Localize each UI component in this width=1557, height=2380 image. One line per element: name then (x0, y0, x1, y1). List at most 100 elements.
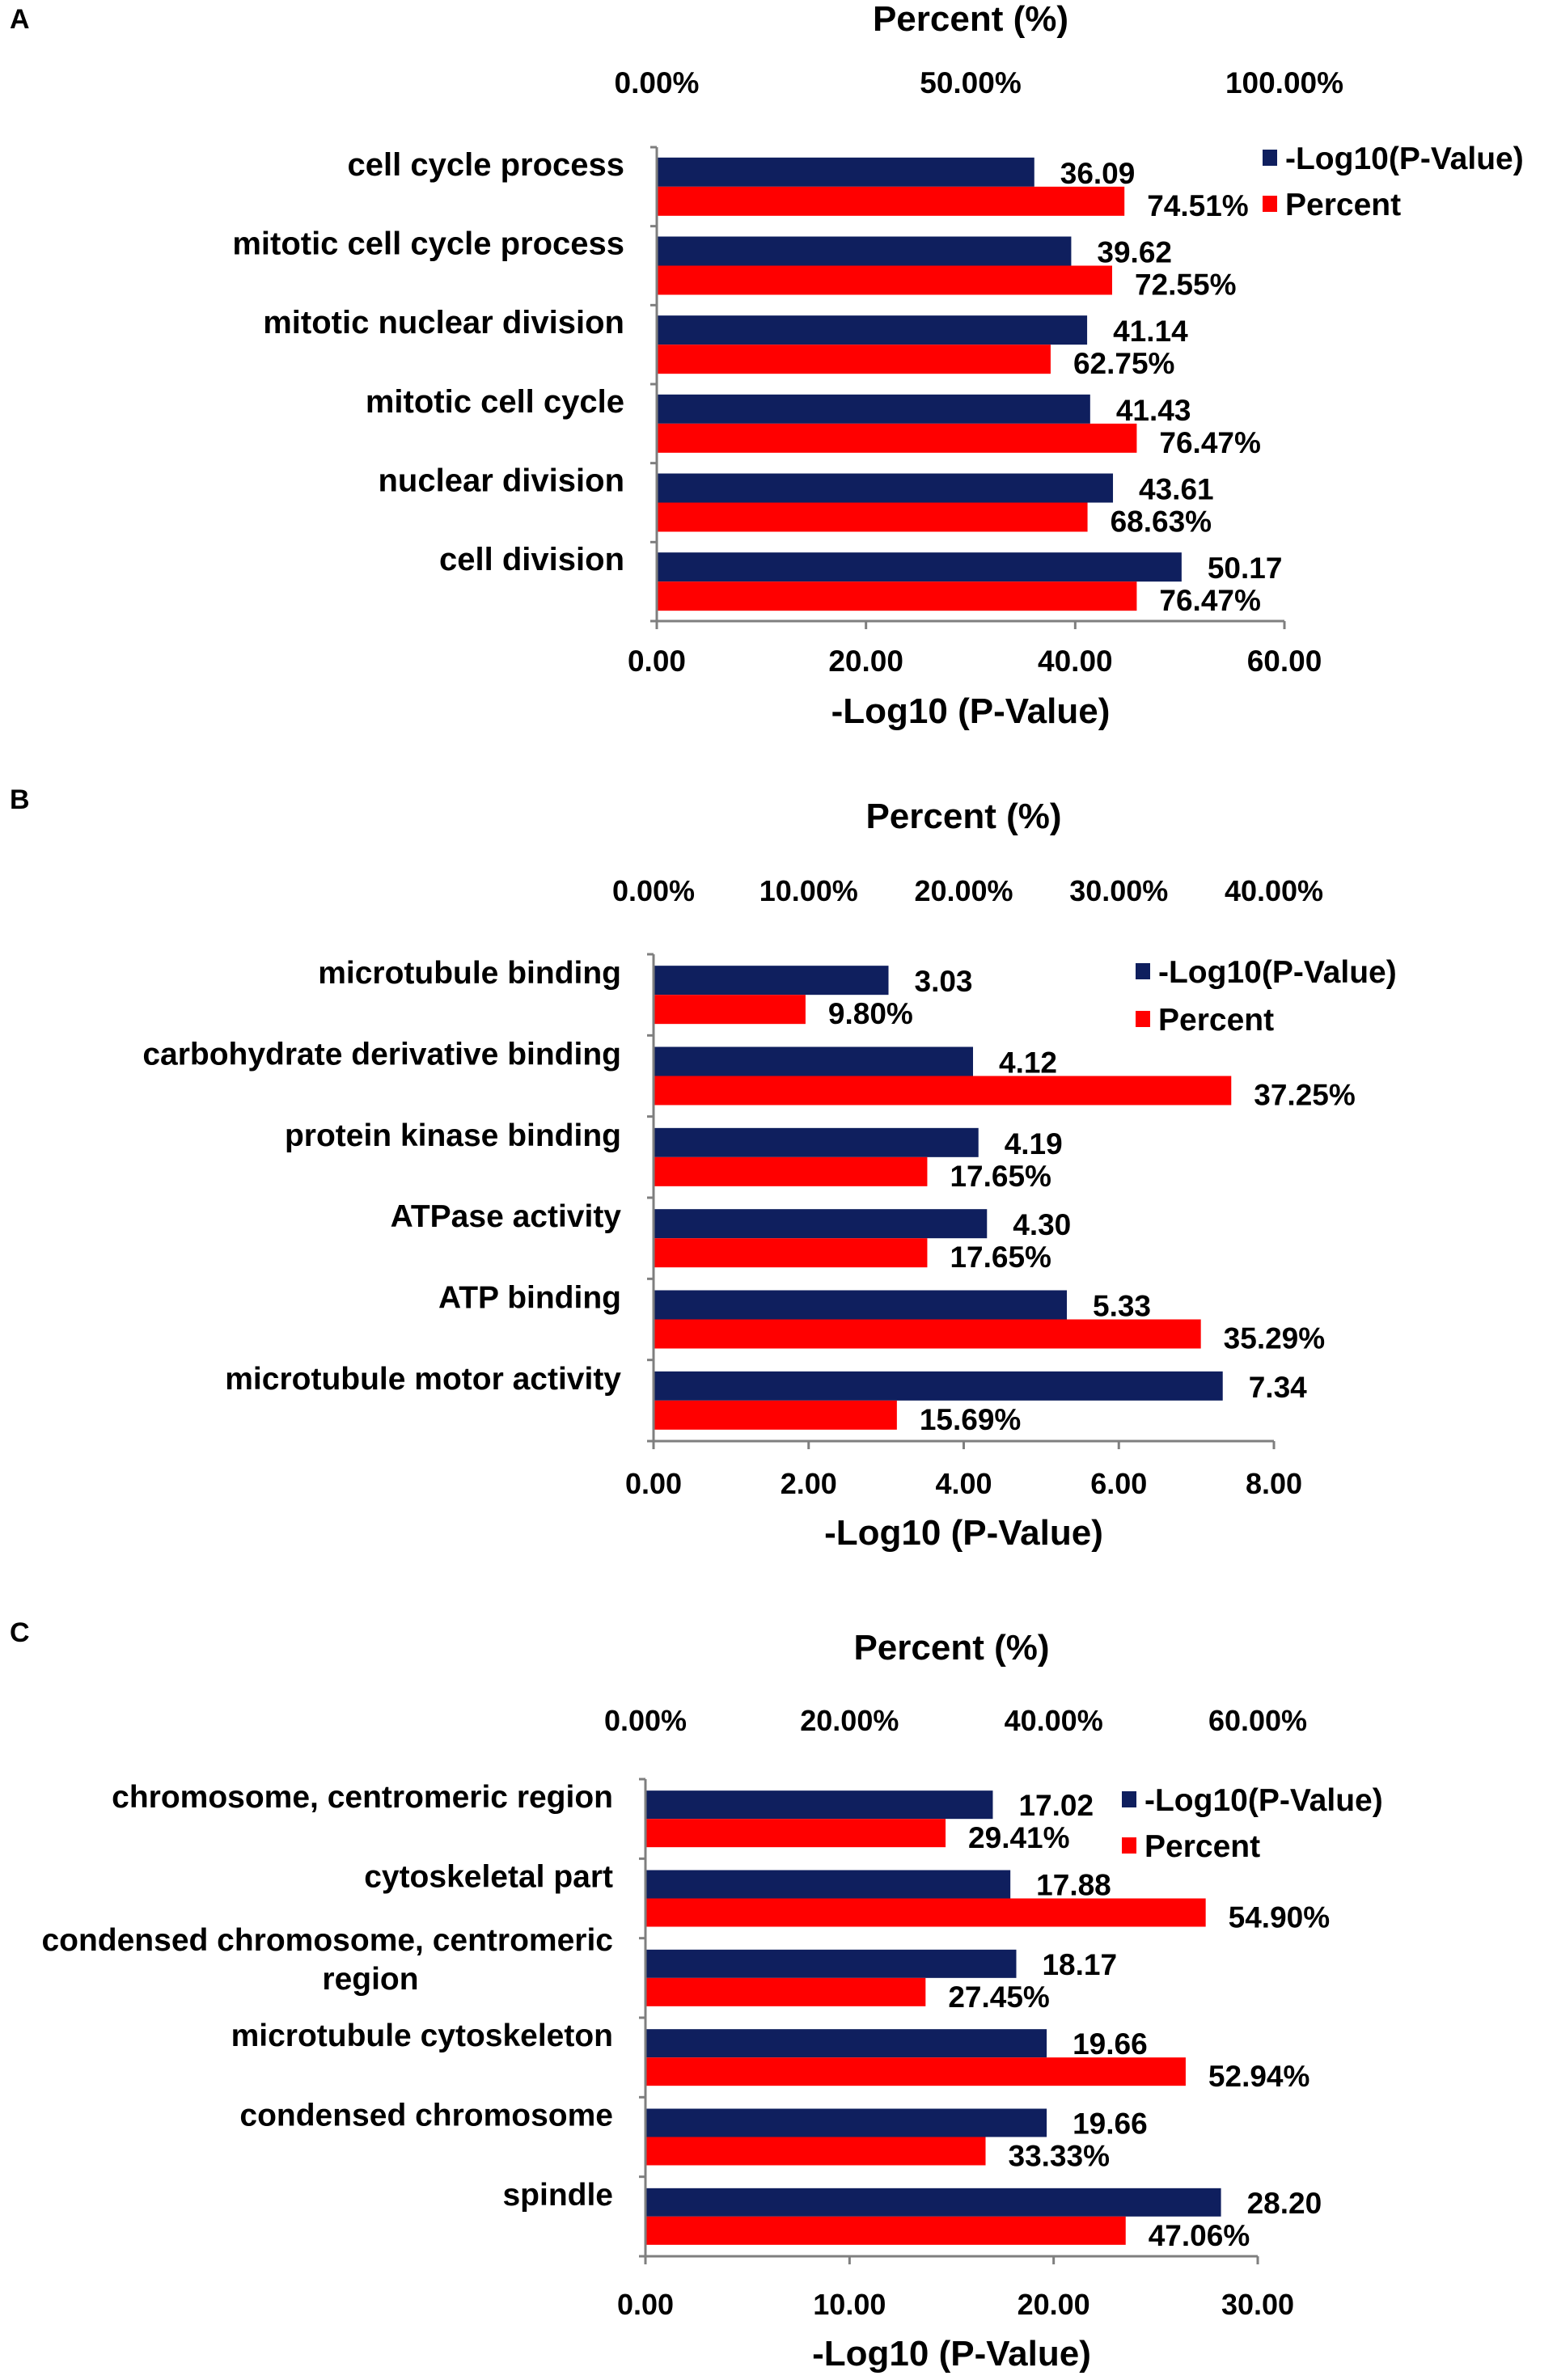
pvalue-bar (654, 1209, 988, 1239)
pvalue-data-label: 39.62 (1097, 236, 1172, 269)
pvalue-bar (645, 2108, 1047, 2137)
percent-data-label: 17.65% (950, 1160, 1051, 1193)
panel-b: B Percent (%) 0.00% 10.00% 20.00% 30.00% 40.00… (10, 784, 1397, 1553)
panel-letter: B (10, 784, 30, 815)
top-axis-title: Percent (%) (853, 1628, 1049, 1668)
panel-letter: A (10, 4, 30, 35)
pvalue-bar (645, 2188, 1221, 2217)
percent-bar (645, 1898, 1206, 1927)
pvalue-data-label: 18.17 (1042, 1948, 1117, 1981)
panel-c: C Percent (%) 0.00% 20.00% 40.00% 60.00% 17.02… (10, 1617, 1383, 2374)
bottom-tick-label: 0.00 (617, 2288, 674, 2321)
category-label: condensed chromosome (239, 2099, 613, 2133)
pvalue-data-label: 41.43 (1116, 394, 1191, 427)
top-tick-label: 40.00% (1005, 1704, 1103, 1737)
percent-data-label: 52.94% (1208, 2060, 1310, 2093)
top-axis-title: Percent (%) (865, 797, 1061, 836)
pvalue-bar (645, 2029, 1047, 2058)
category-label: carbohydrate derivative binding (142, 1038, 621, 1072)
percent-data-label: 62.75% (1073, 347, 1175, 380)
percent-data-label: 29.41% (968, 1821, 1070, 1854)
percent-bar (657, 502, 1088, 532)
bottom-tick-label: 10.00 (813, 2288, 886, 2321)
legend-swatch-pvalue (1263, 150, 1277, 166)
pvalue-data-label: 4.19 (1005, 1127, 1063, 1160)
legend-swatch-pvalue (1122, 1791, 1136, 1807)
percent-data-label: 15.69% (920, 1403, 1022, 1436)
legend-swatch-percent (1263, 196, 1277, 212)
pvalue-data-label: 41.14 (1113, 315, 1188, 348)
percent-bar (645, 1819, 946, 1848)
pvalue-bar (654, 1127, 979, 1157)
category-label: condensed chromosome, centromeric (41, 1923, 613, 1958)
percent-data-label: 72.55% (1135, 268, 1237, 302)
top-tick-label: 40.00% (1225, 874, 1323, 907)
percent-bar (645, 2216, 1126, 2245)
top-tick-label: 30.00% (1069, 874, 1168, 907)
pvalue-data-label: 28.20 (1247, 2187, 1322, 2220)
legend-label-percent: Percent (1285, 188, 1401, 222)
legend-label-pvalue: -Log10(P-Value) (1158, 955, 1397, 990)
bottom-tick-label: 6.00 (1090, 1467, 1147, 1500)
percent-bar (654, 1400, 897, 1430)
bottom-tick-label: 40.00 (1038, 645, 1113, 678)
bottom-tick-label: 8.00 (1246, 1467, 1302, 1500)
percent-data-label: 76.47% (1159, 426, 1261, 459)
bottom-tick-label: 4.00 (935, 1467, 992, 1500)
percent-data-label: 17.65% (950, 1241, 1051, 1274)
category-label: ATP binding (438, 1281, 621, 1316)
percent-data-label: 54.90% (1229, 1901, 1331, 1934)
category-label: ATPase activity (391, 1199, 622, 1234)
pvalue-data-label: 17.88 (1036, 1869, 1111, 1902)
pvalue-data-label: 4.30 (1013, 1208, 1071, 1241)
bottom-tick-label: 30.00 (1221, 2288, 1294, 2321)
bottom-axis-title: -Log10 (P-Value) (824, 1513, 1103, 1553)
panel-a: A Percent (%) 0.00% 50.00% 100.00% 36.09 74.51… (10, 0, 1524, 731)
category-label: nuclear division (378, 463, 624, 499)
category-label: cell cycle process (348, 147, 624, 183)
category-label: region (322, 1962, 418, 1997)
percent-bar (657, 265, 1112, 295)
legend-label-percent: Percent (1158, 1003, 1274, 1038)
top-axis-title: Percent (%) (873, 0, 1068, 39)
bottom-tick-label: 20.00 (1018, 2288, 1090, 2321)
percent-data-label: 35.29% (1224, 1322, 1326, 1355)
top-tick-label: 0.00% (615, 66, 700, 99)
category-label: microtubule cytoskeleton (231, 2019, 613, 2053)
pvalue-bar (645, 1949, 1017, 1978)
category-label: spindle (502, 2178, 613, 2213)
top-tick-label: 20.00% (800, 1704, 899, 1737)
legend-swatch-percent (1136, 1011, 1150, 1027)
pvalue-data-label: 17.02 (1018, 1789, 1094, 1822)
pvalue-data-label: 50.17 (1208, 552, 1283, 585)
percent-data-label: 68.63% (1111, 505, 1212, 539)
pvalue-data-label: 19.66 (1073, 2027, 1148, 2061)
percent-bar (645, 2137, 986, 2166)
bottom-axis-title: -Log10 (P-Value) (831, 691, 1111, 731)
percent-bar (657, 186, 1125, 216)
top-tick-label: 10.00% (759, 874, 858, 907)
percent-bar (645, 2057, 1186, 2086)
percent-bar (654, 1319, 1201, 1349)
bottom-tick-label: 2.00 (781, 1467, 837, 1500)
pvalue-bar (645, 1790, 993, 1820)
legend-label-percent: Percent (1144, 1829, 1260, 1864)
pvalue-bar (654, 1290, 1068, 1320)
percent-bar (645, 1977, 926, 2006)
percent-bar (657, 423, 1137, 453)
percent-data-label: 76.47% (1159, 584, 1261, 617)
pvalue-bar (645, 1870, 1011, 1899)
percent-bar (657, 581, 1137, 611)
bottom-axis-title: -Log10 (P-Value) (812, 2334, 1091, 2374)
percent-bar (654, 995, 806, 1025)
percent-data-label: 37.25% (1254, 1079, 1356, 1112)
percent-bar (654, 1156, 928, 1186)
legend-label-pvalue: -Log10(P-Value) (1285, 142, 1524, 176)
category-label: chromosome, centromeric region (112, 1780, 613, 1815)
panel-letter: C (10, 1617, 30, 1648)
top-tick-label: 50.00% (920, 66, 1022, 99)
top-tick-label: 20.00% (914, 874, 1013, 907)
pvalue-data-label: 3.03 (915, 965, 973, 998)
percent-bar (657, 345, 1051, 374)
